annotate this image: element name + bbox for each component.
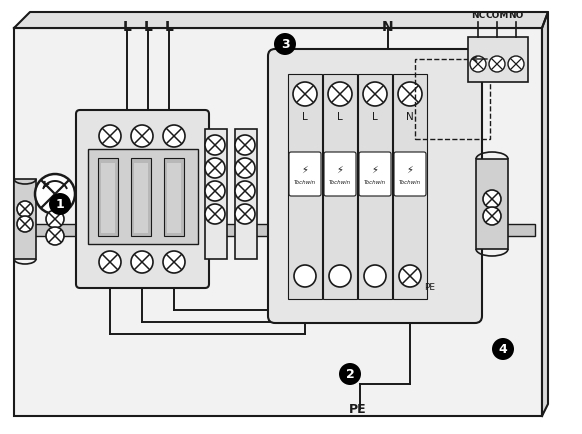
Circle shape [46, 210, 64, 228]
Circle shape [508, 57, 524, 73]
Circle shape [483, 191, 501, 208]
Bar [98, 159, 118, 237]
Circle shape [17, 217, 33, 233]
Bar [288, 75, 322, 299]
Circle shape [99, 126, 121, 148]
Polygon shape [542, 13, 548, 416]
Text: L: L [372, 112, 378, 122]
Text: 2: 2 [346, 368, 354, 381]
Circle shape [46, 227, 64, 246]
Circle shape [398, 83, 422, 107]
FancyBboxPatch shape [289, 153, 321, 197]
Text: 4: 4 [499, 343, 508, 356]
Bar [134, 164, 148, 233]
Circle shape [470, 57, 486, 73]
Circle shape [205, 181, 225, 201]
Bar [164, 159, 184, 237]
Circle shape [49, 194, 71, 216]
Text: ⚡: ⚡ [407, 164, 413, 174]
Text: L: L [165, 20, 173, 34]
Text: Tochwin: Tochwin [399, 180, 421, 185]
Bar [476, 160, 508, 250]
Bar [415, 60, 490, 140]
Text: 3: 3 [281, 39, 289, 51]
Text: NC: NC [471, 11, 485, 20]
Circle shape [235, 204, 255, 224]
Circle shape [205, 136, 225, 156]
Circle shape [235, 181, 255, 201]
Text: L: L [144, 20, 152, 34]
Bar [20, 224, 535, 237]
Circle shape [483, 207, 501, 226]
Text: N: N [382, 20, 394, 34]
Bar [358, 75, 392, 299]
Circle shape [274, 34, 296, 56]
Circle shape [364, 265, 386, 287]
Bar [205, 130, 227, 260]
FancyBboxPatch shape [324, 153, 356, 197]
Circle shape [205, 159, 225, 178]
Text: L: L [337, 112, 343, 122]
Bar [14, 180, 36, 260]
Circle shape [363, 83, 387, 107]
Circle shape [294, 265, 316, 287]
Bar [14, 29, 542, 416]
Circle shape [163, 251, 185, 273]
FancyBboxPatch shape [394, 153, 426, 197]
Text: NO: NO [508, 11, 524, 20]
Text: ⚡: ⚡ [371, 164, 378, 174]
Text: Tochwin: Tochwin [364, 180, 386, 185]
Circle shape [329, 265, 351, 287]
Text: Tochwin: Tochwin [329, 180, 351, 185]
Circle shape [17, 201, 33, 217]
Bar [88, 150, 198, 244]
Bar [393, 75, 427, 299]
Bar [167, 164, 181, 233]
Circle shape [235, 159, 255, 178]
FancyBboxPatch shape [359, 153, 391, 197]
Circle shape [399, 265, 421, 287]
Text: ⚡: ⚡ [336, 164, 343, 174]
Circle shape [339, 363, 361, 385]
Bar [131, 159, 151, 237]
Circle shape [35, 174, 75, 214]
Text: PE: PE [424, 282, 435, 291]
Text: L: L [123, 20, 132, 34]
Text: L: L [302, 112, 308, 122]
Text: Tochwin: Tochwin [294, 180, 316, 185]
Text: N: N [406, 112, 414, 122]
Circle shape [492, 338, 514, 360]
Circle shape [163, 126, 185, 148]
Bar [468, 38, 528, 83]
Bar [323, 75, 357, 299]
Circle shape [131, 126, 153, 148]
FancyBboxPatch shape [76, 111, 209, 288]
Circle shape [131, 251, 153, 273]
Circle shape [235, 136, 255, 156]
Polygon shape [14, 13, 548, 29]
Text: PE: PE [349, 402, 367, 415]
Text: ⚡: ⚡ [301, 164, 308, 174]
Circle shape [293, 83, 317, 107]
Text: COM: COM [485, 11, 509, 20]
Circle shape [489, 57, 505, 73]
Text: 1: 1 [56, 198, 65, 211]
Circle shape [99, 251, 121, 273]
Circle shape [205, 204, 225, 224]
FancyBboxPatch shape [268, 50, 482, 323]
Circle shape [328, 83, 352, 107]
Bar [101, 164, 115, 233]
Bar [235, 130, 257, 260]
